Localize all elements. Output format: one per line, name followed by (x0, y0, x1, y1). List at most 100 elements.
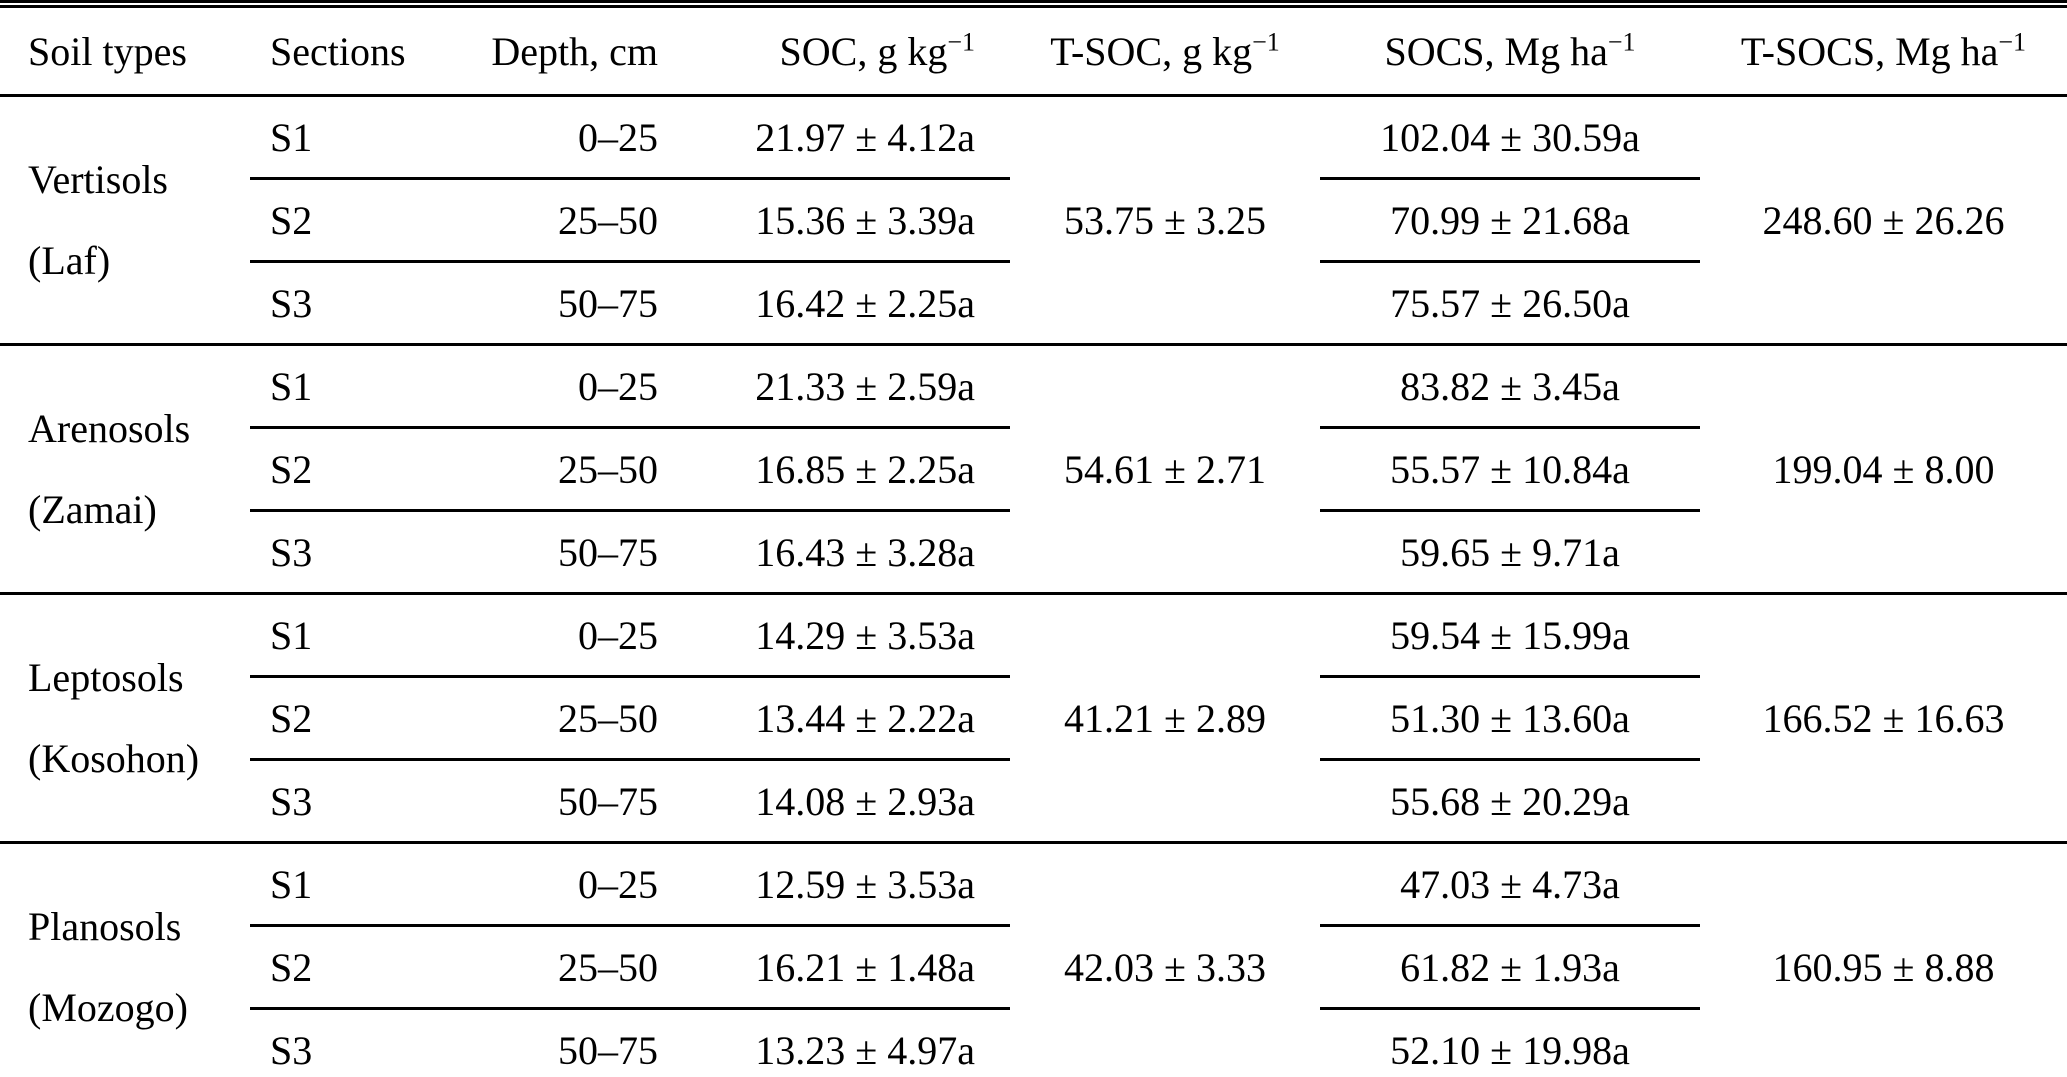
table-row: S2 25–50 16.85 ± 2.25a 55.57 ± 10.84a (0, 427, 2067, 512)
cell-socs: 55.57 ± 10.84a (1320, 427, 1700, 512)
cell-t-socs: 248.60 ± 26.26 (1700, 95, 2067, 346)
table-row: Vertisols (Laf) S1 0–25 21.97 ± 4.12a 53… (0, 95, 2067, 346)
cell-t-soc: 41.21 ± 2.89 (1010, 593, 1320, 844)
cell-section: S3 (250, 510, 420, 595)
header-label: T-SOCS, Mg ha (1740, 28, 1999, 74)
soil-name: Vertisols (28, 157, 168, 202)
soil-type-stack: Leptosols (Kosohon) (28, 637, 250, 799)
cell-depth: 25–50 (420, 427, 670, 512)
cell-t-soc: 53.75 ± 3.25 (1010, 95, 1320, 346)
table-row: S2 25–50 15.36 ± 3.39a 70.99 ± 21.68a (0, 178, 2067, 263)
soil-site: (Mozogo) (28, 985, 188, 1030)
cell-section: S2 (250, 427, 420, 512)
header-label: T-SOC, g kg (1050, 28, 1253, 74)
soil-type-stack: Vertisols (Laf) (28, 139, 250, 301)
cell-soc: 16.43 ± 3.28a (670, 510, 1010, 595)
cell-soc: 13.44 ± 2.22a (670, 676, 1010, 761)
cell-section: S1 (250, 593, 420, 678)
soil-site: (Laf) (28, 238, 111, 283)
cell-soc: 14.08 ± 2.93a (670, 759, 1010, 844)
cell-soc: 16.42 ± 2.25a (670, 261, 1010, 346)
group-planosols: Planosols (Mozogo) S1 0–25 12.59 ± 3.53a… (0, 842, 2067, 1077)
soil-type-stack: Planosols (Mozogo) (28, 886, 250, 1048)
table-row: S3 50–75 13.23 ± 4.97a 52.10 ± 19.98a (0, 1008, 2067, 1077)
header-label: SOCS, Mg ha (1384, 28, 1608, 74)
table-row: Arenosols (Zamai) S1 0–25 21.33 ± 2.59a … (0, 344, 2067, 595)
header-label: Sections (270, 28, 406, 74)
cell-section: S3 (250, 759, 420, 844)
table-row: Planosols (Mozogo) S1 0–25 12.59 ± 3.53a… (0, 842, 2067, 1077)
cell-t-socs: 199.04 ± 8.00 (1700, 344, 2067, 595)
cell-socs: 59.65 ± 9.71a (1320, 510, 1700, 595)
cell-soc: 14.29 ± 3.53a (670, 593, 1010, 678)
cell-t-soc: 54.61 ± 2.71 (1010, 344, 1320, 595)
soil-type-stack: Arenosols (Zamai) (28, 388, 250, 550)
unit-exponent: −1 (947, 27, 975, 57)
header-row: Soil types Sections Depth, cm SOC, g kg−… (0, 4, 2067, 97)
cell-soc: 13.23 ± 4.97a (670, 1008, 1010, 1077)
cell-socs: 59.54 ± 15.99a (1320, 593, 1700, 678)
header-label: Soil types (28, 28, 187, 74)
cell-section: S2 (250, 676, 420, 761)
cell-socs: 75.57 ± 26.50a (1320, 261, 1700, 346)
cell-socs: 52.10 ± 19.98a (1320, 1008, 1700, 1077)
table-row: S3 50–75 14.08 ± 2.93a 55.68 ± 20.29a (0, 759, 2067, 844)
cell-socs: 83.82 ± 3.45a (1320, 344, 1700, 429)
cell-depth: 0–25 (420, 344, 670, 429)
cell-depth: 50–75 (420, 759, 670, 844)
cell-soc: 12.59 ± 3.53a (670, 842, 1010, 927)
unit-exponent: −1 (1998, 27, 2027, 57)
cell-socs: 70.99 ± 21.68a (1320, 178, 1700, 263)
cell-socs: 47.03 ± 4.73a (1320, 842, 1700, 927)
column-header-sections: Sections (250, 4, 420, 97)
cell-depth: 25–50 (420, 676, 670, 761)
cell-depth: 50–75 (420, 1008, 670, 1077)
unit-exponent: −1 (1607, 27, 1636, 57)
group-leptosols: Leptosols (Kosohon) S1 0–25 14.29 ± 3.53… (0, 593, 2067, 844)
cell-soc: 15.36 ± 3.39a (670, 178, 1010, 263)
cell-section: S1 (250, 344, 420, 429)
cell-t-soc: 42.03 ± 3.33 (1010, 842, 1320, 1077)
cell-soil-type: Leptosols (Kosohon) (0, 593, 250, 844)
table-header: Soil types Sections Depth, cm SOC, g kg−… (0, 4, 2067, 97)
cell-socs: 61.82 ± 1.93a (1320, 925, 1700, 1010)
cell-socs: 102.04 ± 30.59a (1320, 95, 1700, 180)
cell-depth: 0–25 (420, 842, 670, 927)
cell-soil-type: Vertisols (Laf) (0, 95, 250, 346)
cell-depth: 50–75 (420, 261, 670, 346)
column-header-soc: SOC, g kg−1 (670, 4, 1010, 97)
table-row: S2 25–50 13.44 ± 2.22a 51.30 ± 13.60a (0, 676, 2067, 761)
cell-depth: 0–25 (420, 95, 670, 180)
cell-depth: 25–50 (420, 925, 670, 1010)
cell-soil-type: Arenosols (Zamai) (0, 344, 250, 595)
cell-depth: 0–25 (420, 593, 670, 678)
soil-name: Leptosols (28, 655, 184, 700)
column-header-t-soc: T-SOC, g kg−1 (1010, 4, 1320, 97)
column-header-depth: Depth, cm (420, 4, 670, 97)
table-row: Leptosols (Kosohon) S1 0–25 14.29 ± 3.53… (0, 593, 2067, 844)
soil-site: (Zamai) (28, 487, 157, 532)
unit-exponent: −1 (1252, 27, 1280, 57)
cell-depth: 50–75 (420, 510, 670, 595)
column-header-socs: SOCS, Mg ha−1 (1320, 4, 1700, 97)
table-row: S3 50–75 16.42 ± 2.25a 75.57 ± 26.50a (0, 261, 2067, 346)
cell-depth: 25–50 (420, 178, 670, 263)
cell-soc: 16.21 ± 1.48a (670, 925, 1010, 1010)
soil-name: Planosols (28, 904, 182, 949)
header-label: Depth, cm (491, 28, 658, 74)
table-row: S3 50–75 16.43 ± 3.28a 59.65 ± 9.71a (0, 510, 2067, 595)
table-row: S2 25–50 16.21 ± 1.48a 61.82 ± 1.93a (0, 925, 2067, 1010)
cell-socs: 55.68 ± 20.29a (1320, 759, 1700, 844)
group-arenosols: Arenosols (Zamai) S1 0–25 21.33 ± 2.59a … (0, 344, 2067, 595)
cell-soc: 21.97 ± 4.12a (670, 95, 1010, 180)
cell-t-socs: 160.95 ± 8.88 (1700, 842, 2067, 1077)
cell-section: S3 (250, 1008, 420, 1077)
cell-section: S1 (250, 95, 420, 180)
cell-section: S1 (250, 842, 420, 927)
cell-section: S3 (250, 261, 420, 346)
group-vertisols: Vertisols (Laf) S1 0–25 21.97 ± 4.12a 53… (0, 95, 2067, 346)
cell-t-socs: 166.52 ± 16.63 (1700, 593, 2067, 844)
cell-soc: 16.85 ± 2.25a (670, 427, 1010, 512)
cell-section: S2 (250, 925, 420, 1010)
